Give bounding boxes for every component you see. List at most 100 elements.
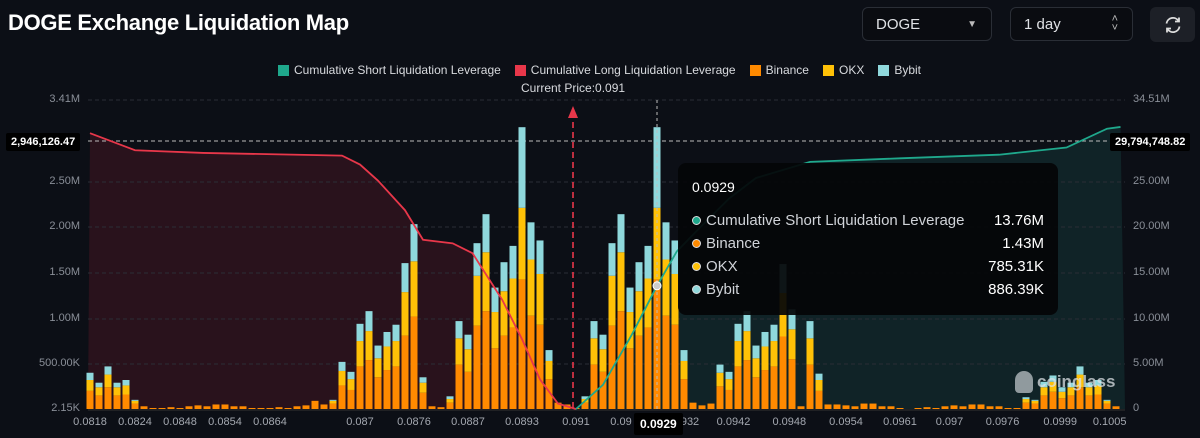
x-axis-tick: 0.0887: [451, 416, 485, 428]
bar-binance: [968, 404, 976, 409]
bar-okx: [131, 400, 139, 404]
bar-binance: [401, 335, 409, 409]
bar-bybit: [1031, 399, 1039, 401]
bar-binance: [842, 405, 850, 409]
coinglass-watermark: coinglass: [1015, 371, 1115, 393]
bar-okx: [1049, 381, 1057, 392]
bar-okx: [1058, 391, 1066, 399]
dot-icon: [692, 239, 701, 248]
legend-item-okx[interactable]: OKX: [822, 63, 864, 77]
bar-binance: [1013, 408, 1021, 409]
bar-bybit: [716, 364, 724, 373]
crosshair-right-value: 29,794,748.82: [1110, 133, 1191, 151]
bar-binance: [95, 395, 103, 409]
legend-label: Cumulative Long Liquidation Leverage: [530, 63, 736, 77]
bar-bybit: [1076, 366, 1084, 375]
bar-bybit: [671, 240, 679, 274]
legend-swatch: [278, 64, 289, 76]
bar-okx: [1076, 374, 1084, 388]
bar-okx: [527, 259, 535, 316]
bar-binance: [959, 406, 967, 409]
legend-item-binance[interactable]: Binance: [749, 63, 809, 77]
left-axis-tick: 2.00M: [49, 220, 80, 232]
range-select[interactable]: 1 day ˄ ˅: [1010, 7, 1133, 41]
bar-bybit: [545, 350, 553, 361]
bar-bybit: [590, 321, 598, 339]
bar-binance: [752, 377, 760, 409]
bar-binance: [1004, 408, 1012, 409]
bar-binance: [347, 389, 355, 409]
long-liquidation-line: [89, 132, 577, 410]
crosshair-x-value: 0.0929: [634, 413, 683, 435]
bar-binance: [743, 360, 751, 409]
bar-bybit: [122, 380, 130, 386]
bar-okx: [536, 273, 544, 325]
bar-bybit: [752, 345, 760, 359]
bar-bybit: [626, 287, 634, 313]
bar-bybit: [1058, 387, 1066, 392]
bar-okx: [356, 341, 364, 367]
x-axis-tick: 932: [680, 416, 700, 428]
bar-binance: [626, 348, 634, 409]
bar-binance: [257, 408, 265, 409]
bar-bybit: [338, 361, 346, 371]
bar-binance: [770, 366, 778, 409]
coin-select[interactable]: DOGE ▼: [862, 7, 992, 41]
bar-bybit: [1103, 399, 1111, 401]
legend-item-long[interactable]: Cumulative Long Liquidation Leverage: [514, 63, 736, 77]
bar-binance: [761, 370, 769, 409]
bar-bybit: [131, 399, 139, 401]
bar-binance: [113, 395, 121, 409]
right-axis-tick: 34.51M: [1133, 93, 1170, 105]
bar-binance: [392, 366, 400, 409]
tooltip-row: OKX 785.31K: [692, 255, 1044, 278]
x-axis-tick: 0.0954: [829, 416, 863, 428]
bar-binance: [824, 404, 832, 409]
legend-item-short[interactable]: Cumulative Short Liquidation Leverage: [278, 63, 501, 77]
right-axis-tick: 15.00M: [1133, 266, 1170, 278]
bar-binance: [653, 279, 661, 409]
bar-binance: [986, 406, 994, 409]
bar-binance: [725, 389, 733, 409]
bar-okx: [392, 341, 400, 367]
bar-bybit: [770, 324, 778, 342]
x-axis-tick: 0.0876: [397, 416, 431, 428]
bar-binance: [554, 402, 562, 409]
bar-binance: [806, 364, 814, 409]
x-axis-tick: 0.0824: [118, 416, 152, 428]
bar-binance: [491, 348, 499, 409]
bar-binance: [419, 392, 427, 409]
refresh-icon: [1165, 16, 1180, 33]
bar-okx: [608, 275, 616, 326]
bar-binance: [734, 366, 742, 409]
bar-bybit: [464, 334, 472, 350]
bar-binance: [455, 364, 463, 409]
bar-bybit: [644, 245, 652, 279]
bar-binance: [194, 405, 202, 409]
bar-binance: [374, 377, 382, 409]
bar-okx: [815, 380, 823, 391]
bar-bybit: [374, 345, 382, 359]
left-axis-tick: 1.50M: [49, 266, 80, 278]
bar-okx: [770, 341, 778, 367]
bar-okx: [365, 331, 373, 361]
bar-binance: [1022, 402, 1030, 409]
bar-binance: [590, 364, 598, 409]
bar-okx: [401, 292, 409, 336]
bar-okx: [680, 360, 688, 380]
right-axis-tick: 20.00M: [1133, 220, 1170, 232]
bar-binance: [608, 325, 616, 409]
bar-binance: [1067, 395, 1075, 409]
bar-bybit: [401, 263, 409, 293]
left-axis-tick: 1.00M: [49, 312, 80, 324]
bar-binance: [518, 279, 526, 409]
bar-binance: [833, 404, 841, 409]
legend-item-bybit[interactable]: Bybit: [878, 63, 921, 77]
refresh-button[interactable]: [1150, 7, 1195, 42]
bar-binance: [1112, 406, 1120, 409]
bar-okx: [500, 291, 508, 336]
current-price-label: Current Price:0.091: [521, 81, 626, 95]
dot-icon: [692, 216, 701, 225]
tooltip-label: Cumulative Short Liquidation Leverage: [706, 212, 965, 229]
bar-binance: [1049, 391, 1057, 409]
